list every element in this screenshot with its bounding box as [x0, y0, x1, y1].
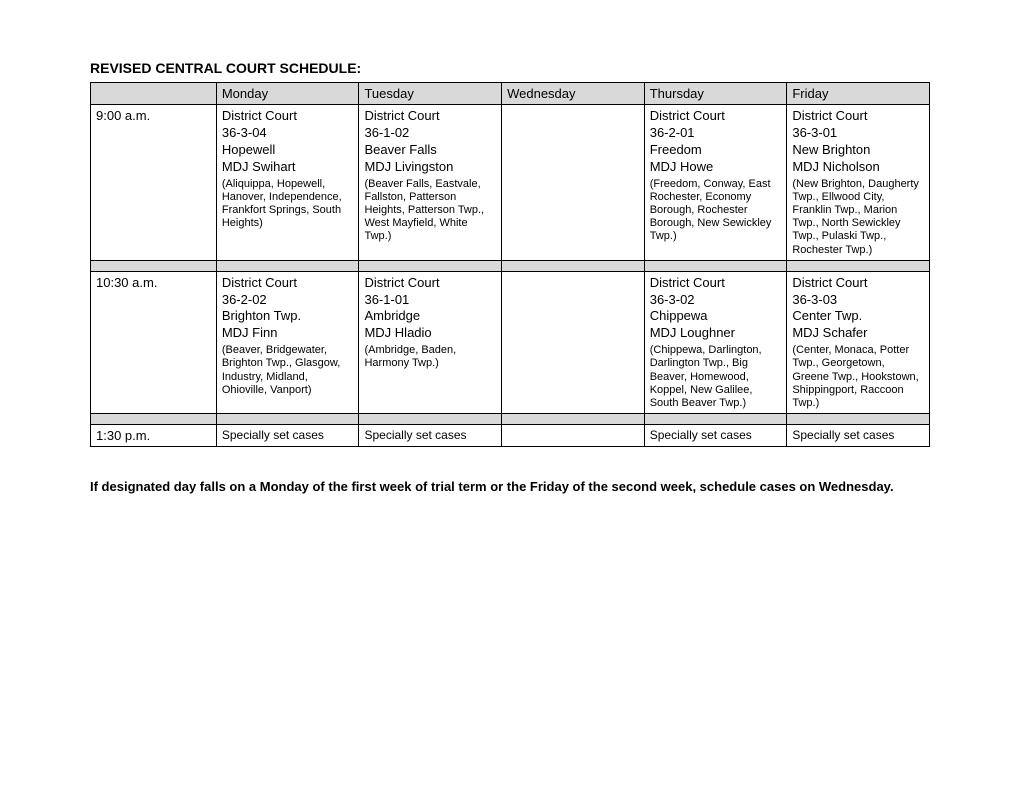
court-place: Ambridge [364, 308, 496, 325]
cell-thursday: District Court 36-2-01 Freedom MDJ Howe … [644, 105, 787, 261]
court-place: Chippewa [650, 308, 782, 325]
cell-tuesday: District Court 36-1-02 Beaver Falls MDJ … [359, 105, 502, 261]
cell-friday: District Court 36-3-03 Center Twp. MDJ S… [787, 271, 930, 414]
cell-thursday: District Court 36-3-02 Chippewa MDJ Loug… [644, 271, 787, 414]
court-judge: MDJ Loughner [650, 325, 782, 342]
header-blank [91, 83, 217, 105]
court-code: 36-3-03 [792, 292, 924, 309]
court-code: 36-2-01 [650, 125, 782, 142]
table-row: 9:00 a.m. District Court 36-3-04 Hopewel… [91, 105, 930, 261]
court-place: Beaver Falls [364, 142, 496, 159]
court-detail: (Freedom, Conway, East Rochester, Econom… [650, 178, 782, 244]
court-place: Hopewell [222, 142, 354, 159]
spacer-row [91, 260, 930, 271]
court-code: 36-1-02 [364, 125, 496, 142]
time-cell: 10:30 a.m. [91, 271, 217, 414]
court-title: District Court [222, 108, 354, 125]
court-title: District Court [364, 275, 496, 292]
court-detail: (Ambridge, Baden, Harmony Twp.) [364, 344, 496, 370]
court-judge: MDJ Schafer [792, 325, 924, 342]
header-wednesday: Wednesday [502, 83, 645, 105]
court-title: District Court [792, 108, 924, 125]
header-monday: Monday [216, 83, 359, 105]
court-place: Center Twp. [792, 308, 924, 325]
court-place: Freedom [650, 142, 782, 159]
court-detail: (Beaver, Bridgewater, Brighton Twp., Gla… [222, 344, 354, 397]
cell-monday: District Court 36-2-02 Brighton Twp. MDJ… [216, 271, 359, 414]
table-header-row: Monday Tuesday Wednesday Thursday Friday [91, 83, 930, 105]
cell-tuesday: District Court 36-1-01 Ambridge MDJ Hlad… [359, 271, 502, 414]
court-judge: MDJ Livingston [364, 159, 496, 176]
spacer-row [91, 414, 930, 425]
court-title: District Court [222, 275, 354, 292]
court-title: District Court [364, 108, 496, 125]
court-code: 36-3-01 [792, 125, 924, 142]
cell-monday: District Court 36-3-04 Hopewell MDJ Swih… [216, 105, 359, 261]
footnote: If designated day falls on a Monday of t… [90, 477, 930, 497]
court-judge: MDJ Swihart [222, 159, 354, 176]
court-title: District Court [650, 108, 782, 125]
court-title: District Court [792, 275, 924, 292]
header-friday: Friday [787, 83, 930, 105]
court-code: 36-1-01 [364, 292, 496, 309]
cell-wednesday [502, 425, 645, 447]
court-detail: (New Brighton, Daugherty Twp., Ellwood C… [792, 178, 924, 257]
cell-monday: Specially set cases [216, 425, 359, 447]
court-place: New Brighton [792, 142, 924, 159]
court-code: 36-2-02 [222, 292, 354, 309]
court-detail: (Aliquippa, Hopewell, Hanover, Independe… [222, 178, 354, 231]
table-row: 10:30 a.m. District Court 36-2-02 Bright… [91, 271, 930, 414]
court-title: District Court [650, 275, 782, 292]
court-judge: MDJ Finn [222, 325, 354, 342]
court-judge: MDJ Nicholson [792, 159, 924, 176]
court-judge: MDJ Hladio [364, 325, 496, 342]
court-detail: (Beaver Falls, Eastvale, Fallston, Patte… [364, 178, 496, 244]
time-cell: 9:00 a.m. [91, 105, 217, 261]
header-tuesday: Tuesday [359, 83, 502, 105]
header-thursday: Thursday [644, 83, 787, 105]
table-row: 1:30 p.m. Specially set cases Specially … [91, 425, 930, 447]
court-detail: (Center, Monaca, Potter Twp., Georgetown… [792, 344, 924, 410]
court-detail: (Chippewa, Darlington, Darlington Twp., … [650, 344, 782, 410]
court-judge: MDJ Howe [650, 159, 782, 176]
cell-thursday: Specially set cases [644, 425, 787, 447]
time-cell: 1:30 p.m. [91, 425, 217, 447]
cell-friday: District Court 36-3-01 New Brighton MDJ … [787, 105, 930, 261]
court-code: 36-3-04 [222, 125, 354, 142]
schedule-table: Monday Tuesday Wednesday Thursday Friday… [90, 82, 930, 447]
cell-wednesday [502, 105, 645, 261]
page-title: REVISED CENTRAL COURT SCHEDULE: [90, 60, 930, 76]
cell-tuesday: Specially set cases [359, 425, 502, 447]
cell-friday: Specially set cases [787, 425, 930, 447]
court-place: Brighton Twp. [222, 308, 354, 325]
court-code: 36-3-02 [650, 292, 782, 309]
cell-wednesday [502, 271, 645, 414]
